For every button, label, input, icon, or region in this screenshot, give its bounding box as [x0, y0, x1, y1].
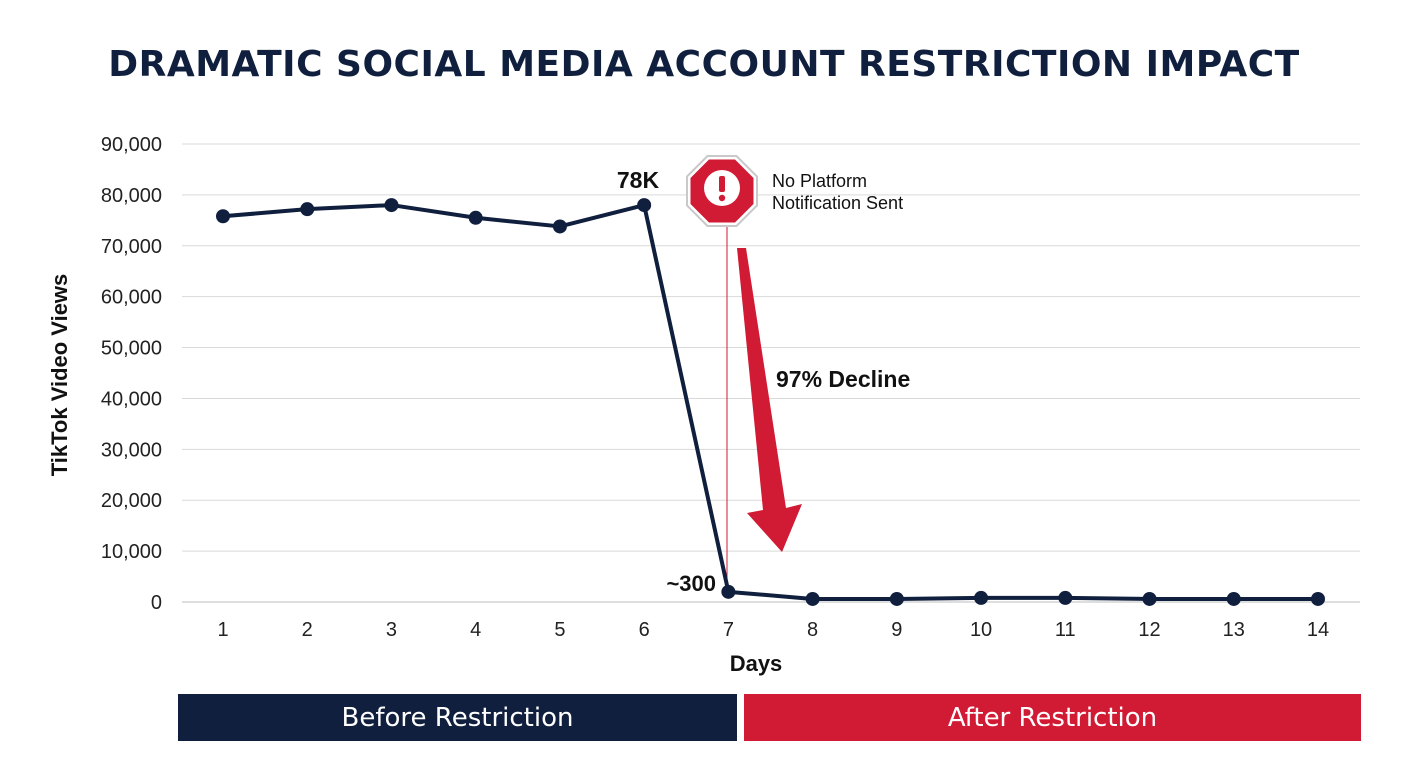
x-axis-ticks: 1 2 3 4 5 6 7 8 9 10 11 12 13 14	[217, 619, 1329, 641]
low-label: ~300	[666, 571, 716, 596]
data-points	[216, 198, 1325, 606]
y-tick-label: 90,000	[101, 134, 162, 156]
x-tick-label: 2	[302, 619, 313, 641]
data-point	[805, 591, 820, 606]
y-axis-label: TikTok Video Views	[47, 274, 72, 477]
x-tick-label: 13	[1223, 619, 1245, 641]
data-point	[384, 198, 399, 213]
data-point	[1226, 591, 1241, 606]
x-tick-label: 11	[1055, 619, 1076, 641]
before-restriction-band: Before Restriction	[178, 694, 737, 741]
data-point	[468, 210, 483, 225]
y-tick-label: 20,000	[101, 490, 162, 512]
data-point	[889, 591, 904, 606]
data-point	[552, 219, 567, 234]
data-point	[974, 590, 989, 605]
data-point	[721, 584, 736, 599]
y-tick-label: 40,000	[101, 388, 162, 410]
x-tick-label: 9	[891, 619, 902, 641]
x-tick-label: 6	[639, 619, 650, 641]
x-tick-label: 4	[470, 619, 481, 641]
data-point	[1142, 591, 1157, 606]
y-tick-label: 50,000	[101, 338, 162, 360]
y-tick-label: 60,000	[101, 287, 162, 309]
x-axis-label: Days	[730, 651, 783, 676]
notification-note-line2: Notification Sent	[772, 193, 903, 213]
chart-title: DRAMATIC SOCIAL MEDIA ACCOUNT RESTRICTIO…	[108, 44, 1300, 85]
stop-warning-icon	[686, 155, 758, 227]
x-tick-label: 7	[723, 619, 734, 641]
data-point	[1058, 590, 1073, 605]
x-tick-label: 10	[970, 619, 992, 641]
x-tick-label: 5	[554, 619, 565, 641]
y-tick-label: 30,000	[101, 439, 162, 461]
down-arrow-icon	[737, 248, 802, 552]
y-tick-label: 80,000	[101, 185, 162, 207]
notification-note-line1: No Platform	[772, 171, 867, 191]
series-line	[222, 203, 1318, 601]
x-tick-label: 3	[386, 619, 397, 641]
decline-annotation: 97% Decline	[776, 366, 910, 392]
data-point	[1311, 591, 1325, 606]
data-point	[216, 209, 230, 224]
y-axis-ticks: 0 10,000 20,000 30,000 40,000 50,000 60,000 70,…	[101, 134, 162, 614]
data-point	[300, 202, 315, 217]
y-tick-label: 0	[151, 592, 162, 614]
x-tick-label: 12	[1138, 619, 1160, 641]
y-tick-label: 10,000	[101, 541, 162, 563]
y-tick-label: 70,000	[101, 236, 162, 258]
x-tick-label: 14	[1307, 619, 1329, 641]
data-point	[637, 198, 652, 213]
x-tick-label: 8	[807, 619, 818, 641]
series-views	[222, 203, 1318, 601]
x-tick-label: 1	[217, 619, 228, 641]
peak-label: 78K	[617, 167, 660, 193]
after-restriction-band: After Restriction	[744, 694, 1361, 741]
